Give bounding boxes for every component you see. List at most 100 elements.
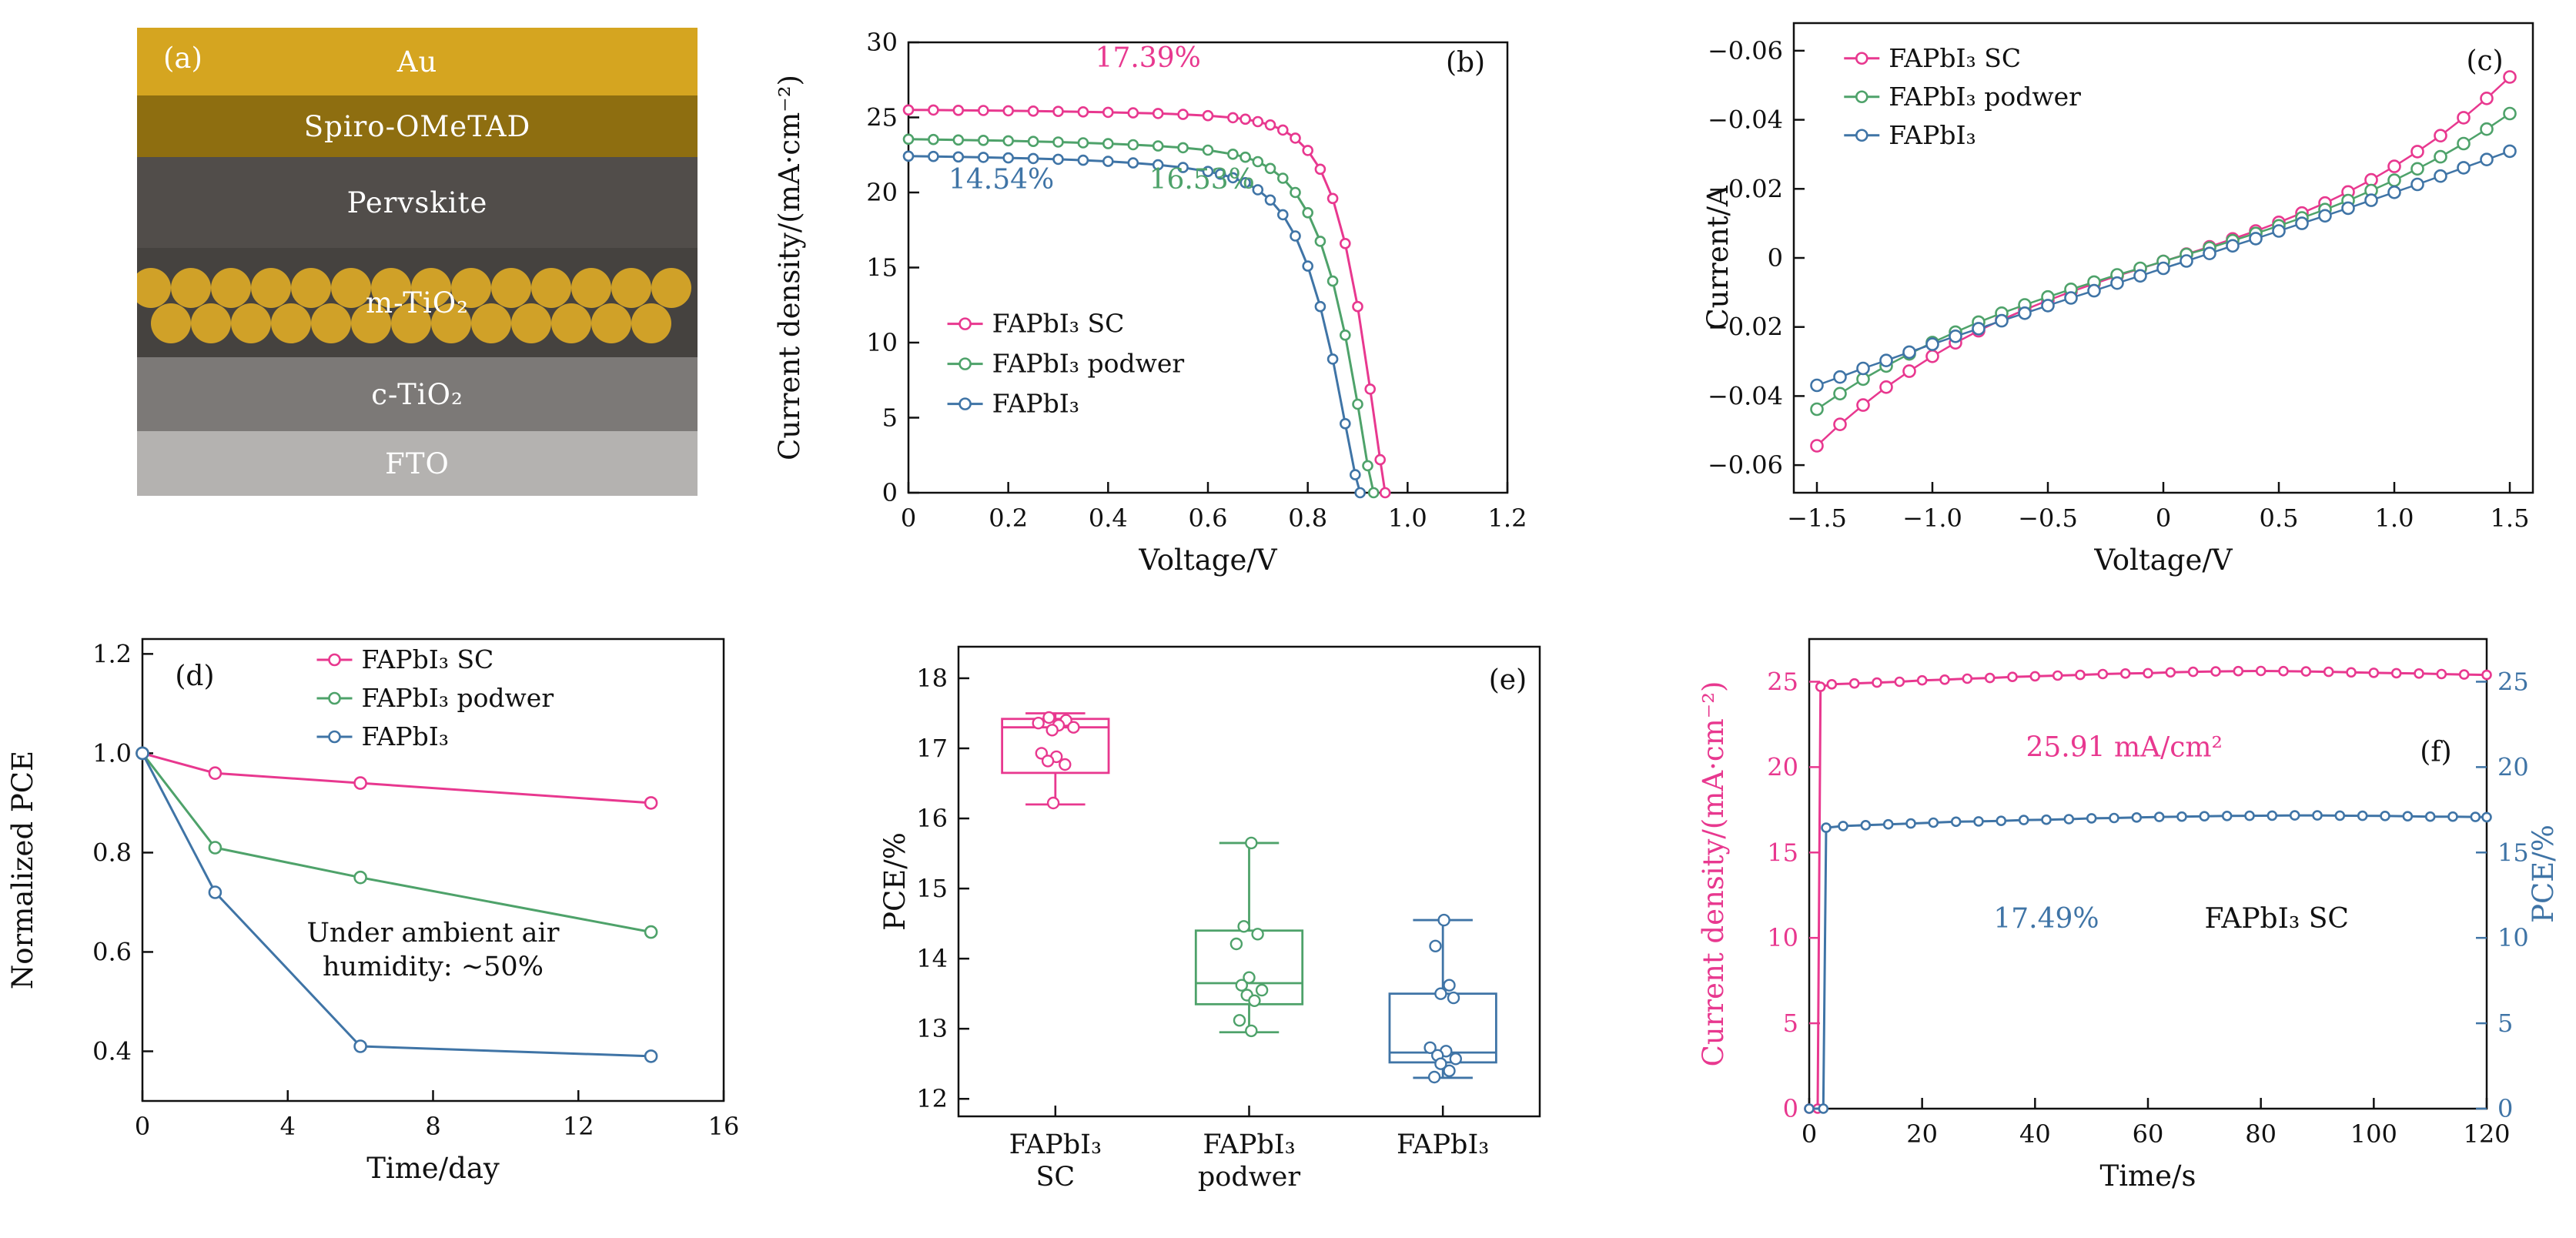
normalized-pce-chart: 0 4 8 12 16 0.4 0.6 0.8 1.0 1.2 Time/day Normalized… xyxy=(6,637,739,1185)
svg-text:FAPbI₃: FAPbI₃ xyxy=(1889,120,1975,150)
series-pce xyxy=(1804,810,2492,1114)
svg-text:15: 15 xyxy=(866,253,898,283)
svg-text:120: 120 xyxy=(2463,1119,2510,1149)
svg-text:15: 15 xyxy=(916,874,948,903)
svg-text:10: 10 xyxy=(2497,923,2529,952)
svg-text:1.2: 1.2 xyxy=(92,639,132,668)
svg-text:−1.5: −1.5 xyxy=(1787,504,1847,533)
device-layer-label: Spiro-OMeTAD xyxy=(303,109,531,143)
device-layer-c-TiO₂: c-TiO₂ xyxy=(137,357,698,431)
device-layer-Au: Au xyxy=(137,28,698,95)
series-FAPbI₃ xyxy=(1810,144,2517,393)
svg-text:13: 13 xyxy=(916,1014,948,1043)
svg-text:8: 8 xyxy=(425,1112,440,1141)
svg-text:0: 0 xyxy=(901,504,916,533)
svg-text:(e): (e) xyxy=(1489,664,1527,696)
device-layer-label: c-TiO₂ xyxy=(371,377,463,411)
device-layer-Spiro-OMeTAD: Spiro-OMeTAD xyxy=(137,95,698,157)
legend: FAPbI₃ SC FAPbI₃ podwer FAPbI₃ xyxy=(1844,43,2081,150)
svg-text:podwer: podwer xyxy=(1198,1162,1301,1193)
box-group-FAPbI₃ xyxy=(1388,913,1497,1084)
svg-text:0: 0 xyxy=(1783,1094,1798,1123)
svg-text:Time/s: Time/s xyxy=(2100,1159,2196,1193)
svg-text:17.39%: 17.39% xyxy=(1096,42,1201,74)
svg-text:0.8: 0.8 xyxy=(92,838,132,867)
panel-e-pce-boxplot: 12 13 14 15 16 17 18 PCE/% FAPbI₃ SC FAPbI₃ podwer F… xyxy=(870,608,1601,1238)
svg-text:20: 20 xyxy=(2497,752,2529,781)
svg-text:−1.0: −1.0 xyxy=(1902,504,1962,533)
panel-b-jv-curves: 0 0.2 0.4 0.6 0.8 1.0 1.2 0 5 10 15 20 25 30 Voltage/V… xyxy=(762,0,1540,619)
jv-chart: 0 0.2 0.4 0.6 0.8 1.0 1.2 0 5 10 15 20 25 30 Voltage/V… xyxy=(773,28,1527,577)
box-group-FAPbI₃-podwer xyxy=(1194,836,1304,1038)
svg-text:(f): (f) xyxy=(2420,737,2451,768)
svg-text:FAPbI₃: FAPbI₃ xyxy=(362,721,449,751)
chart-d: 0 4 8 12 16 0.4 0.6 0.8 1.0 1.2 Time/day Normalized… xyxy=(6,637,739,1185)
svg-text:25.91 mA/cm²: 25.91 mA/cm² xyxy=(2026,732,2223,764)
svg-text:30: 30 xyxy=(866,28,898,57)
svg-text:0.6: 0.6 xyxy=(92,937,132,966)
series-FAPbI₃ SC xyxy=(135,746,658,810)
device-layer-label: m-TiO₂ xyxy=(366,286,469,320)
svg-text:FAPbI₃: FAPbI₃ xyxy=(1203,1129,1295,1160)
svg-text:0: 0 xyxy=(2497,1094,2513,1123)
chart-f: 0 20 40 60 80 100 12005101520250510152025Time/… xyxy=(1697,637,2560,1193)
svg-text:SC: SC xyxy=(1035,1162,1075,1193)
svg-text:15: 15 xyxy=(1767,838,1798,867)
panel-a-device-diagram: (a) Au Spiro-OMeTAD Pervskite m-TiO₂ c-TiO₂ F… xyxy=(137,28,698,496)
svg-text:14: 14 xyxy=(916,944,948,973)
svg-text:10: 10 xyxy=(1767,923,1798,952)
svg-text:14.54%: 14.54% xyxy=(948,164,1054,196)
mesoporous-balls-graphic xyxy=(137,268,691,343)
svg-text:−0.02: −0.02 xyxy=(1708,313,1783,342)
svg-text:0.5: 0.5 xyxy=(2260,504,2299,533)
svg-text:1.0: 1.0 xyxy=(2375,504,2414,533)
svg-text:16.53%: 16.53% xyxy=(1149,164,1255,196)
svg-text:Voltage/V: Voltage/V xyxy=(1138,544,1277,577)
chart-c: −1.5 −1.0 −0.5 0 0.5 1.0 1.5 −0.06 −0.04 −0.02 0 −0… xyxy=(1701,22,2534,577)
device-layer-label: Pervskite xyxy=(346,186,488,219)
svg-text:0.6: 0.6 xyxy=(1189,504,1228,533)
svg-text:Normalized PCE: Normalized PCE xyxy=(6,751,39,989)
chart-e: 12131415161718PCE/%FAPbI₃SCFAPbI₃podwerF… xyxy=(878,645,1541,1193)
svg-text:FAPbI₃: FAPbI₃ xyxy=(1009,1129,1102,1160)
svg-text:Voltage/V: Voltage/V xyxy=(2093,544,2233,577)
svg-text:25: 25 xyxy=(2497,667,2529,696)
svg-text:0.2: 0.2 xyxy=(989,504,1028,533)
svg-text:1.0: 1.0 xyxy=(1388,504,1427,533)
device-layer-label: Au xyxy=(396,45,438,79)
series-FAPbI₃ SC xyxy=(902,104,1391,499)
device-layer-m-TiO₂: m-TiO₂ xyxy=(137,248,698,357)
svg-text:1.2: 1.2 xyxy=(1488,504,1527,533)
svg-text:FAPbI₃ podwer: FAPbI₃ podwer xyxy=(1889,82,2081,112)
svg-text:17: 17 xyxy=(916,734,948,763)
svg-text:0.4: 0.4 xyxy=(92,1036,132,1066)
svg-text:(b): (b) xyxy=(1446,47,1485,79)
svg-text:Time/day: Time/day xyxy=(366,1152,500,1185)
panel-c-iv-curves: −1.5 −1.0 −0.5 0 0.5 1.0 1.5 −0.06 −0.04 −0.02 0 −0… xyxy=(1691,0,2576,619)
svg-text:20: 20 xyxy=(1906,1119,1938,1149)
svg-text:16: 16 xyxy=(916,804,948,833)
svg-text:PCE/%: PCE/% xyxy=(878,832,912,931)
svg-text:0: 0 xyxy=(2156,504,2171,533)
svg-text:Current/A: Current/A xyxy=(1701,185,1735,330)
svg-text:FAPbI₃ podwer: FAPbI₃ podwer xyxy=(992,349,1185,379)
device-stack: Au Spiro-OMeTAD Pervskite m-TiO₂ c-TiO₂ FTO xyxy=(137,28,698,496)
svg-text:−0.02: −0.02 xyxy=(1708,174,1783,203)
svg-text:FAPbI₃ SC: FAPbI₃ SC xyxy=(992,309,1125,339)
panel-a-label: (a) xyxy=(163,42,202,75)
device-layer-Pervskite: Pervskite xyxy=(137,157,698,248)
svg-text:17.49%: 17.49% xyxy=(1993,903,2099,935)
series-FAPbI₃ xyxy=(902,150,1367,499)
svg-text:20: 20 xyxy=(866,178,898,207)
svg-text:80: 80 xyxy=(2245,1119,2277,1149)
svg-text:FAPbI₃ SC: FAPbI₃ SC xyxy=(2204,903,2348,935)
svg-text:5: 5 xyxy=(882,403,898,433)
svg-text:FAPbI₃ SC: FAPbI₃ SC xyxy=(1889,43,2021,73)
svg-text:100: 100 xyxy=(2350,1119,2397,1149)
svg-text:0.4: 0.4 xyxy=(1089,504,1128,533)
series-FAPbI₃ podwer xyxy=(902,133,1380,499)
svg-text:20: 20 xyxy=(1767,752,1798,781)
svg-text:0.8: 0.8 xyxy=(1288,504,1327,533)
series-current-density xyxy=(1804,665,2492,1114)
svg-text:0: 0 xyxy=(1768,243,1783,273)
